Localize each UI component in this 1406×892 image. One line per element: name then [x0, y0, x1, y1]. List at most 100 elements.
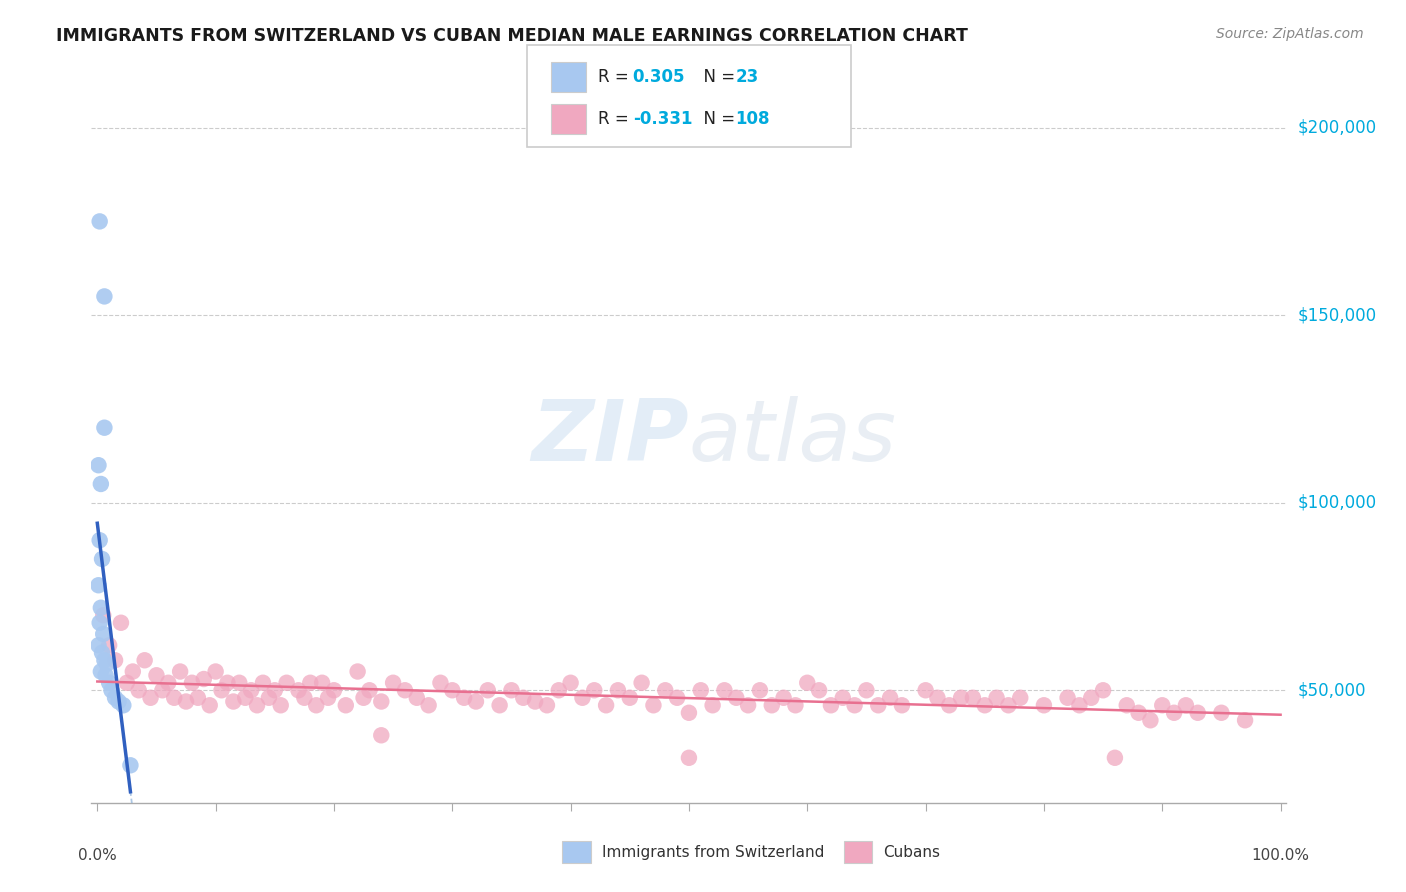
Point [316, 690, 339, 705]
Point [844, 698, 866, 713]
Point [713, 683, 735, 698]
Point [100, 683, 122, 698]
Point [512, 690, 534, 705]
Point [181, 675, 204, 690]
Point [94, 668, 117, 682]
Point [927, 690, 949, 705]
Point [139, 690, 162, 705]
Point [305, 698, 328, 713]
Point [761, 698, 783, 713]
Point [87, 578, 110, 592]
Text: R =: R = [598, 68, 634, 87]
Point [335, 698, 357, 713]
Text: Immigrants from Switzerland: Immigrants from Switzerland [602, 845, 824, 860]
Text: $50,000: $50,000 [1298, 681, 1367, 699]
Point [134, 653, 156, 667]
Point [150, 683, 173, 698]
Point [98, 638, 121, 652]
Point [198, 698, 221, 713]
Point [488, 698, 510, 713]
Text: -0.331: -0.331 [633, 111, 692, 128]
Point [91, 552, 114, 566]
Point [187, 690, 209, 705]
Point [110, 615, 132, 630]
Text: $200,000: $200,000 [1298, 119, 1376, 136]
Text: 0.0%: 0.0% [77, 847, 117, 863]
Point [405, 690, 427, 705]
Point [725, 690, 748, 705]
Point [87, 638, 110, 652]
Point [252, 675, 274, 690]
Point [1069, 698, 1091, 713]
Point [1174, 698, 1197, 713]
Point [453, 690, 475, 705]
Point [547, 683, 569, 698]
Point [292, 690, 315, 705]
Point [370, 694, 392, 708]
Point [157, 675, 180, 690]
Point [820, 698, 842, 713]
Point [204, 665, 226, 679]
Point [323, 683, 346, 698]
Text: 23: 23 [735, 68, 759, 87]
Point [868, 698, 890, 713]
Point [666, 690, 689, 705]
Point [772, 690, 794, 705]
Point [353, 690, 375, 705]
Point [571, 690, 593, 705]
Text: $100,000: $100,000 [1298, 494, 1376, 512]
Point [93, 289, 115, 303]
Point [89, 214, 111, 228]
Point [104, 690, 127, 705]
Point [89, 615, 111, 630]
Point [104, 653, 127, 667]
Point [1163, 706, 1185, 720]
Point [477, 683, 499, 698]
Point [346, 665, 368, 679]
Point [90, 600, 112, 615]
Point [808, 683, 831, 698]
Point [1234, 713, 1257, 727]
Point [311, 675, 333, 690]
Point [96, 657, 118, 671]
Text: Source: ZipAtlas.com: Source: ZipAtlas.com [1216, 27, 1364, 41]
Text: N =: N = [693, 68, 741, 87]
Point [91, 627, 114, 641]
Point [246, 698, 269, 713]
Text: ZIP: ZIP [531, 395, 689, 479]
Text: IMMIGRANTS FROM SWITZERLAND VS CUBAN MEDIAN MALE EARNINGS CORRELATION CHART: IMMIGRANTS FROM SWITZERLAND VS CUBAN MED… [56, 27, 969, 45]
Point [796, 675, 818, 690]
Point [986, 690, 1008, 705]
Point [1010, 690, 1032, 705]
Point [1056, 690, 1078, 705]
Point [93, 653, 115, 667]
Point [465, 694, 488, 708]
Point [962, 690, 984, 705]
Text: 108: 108 [735, 111, 770, 128]
Point [855, 683, 877, 698]
Point [174, 694, 197, 708]
Point [1128, 706, 1150, 720]
Point [619, 690, 641, 705]
Point [1211, 706, 1233, 720]
Point [441, 683, 464, 698]
Point [287, 683, 309, 698]
Point [950, 690, 973, 705]
Point [257, 690, 280, 705]
Point [689, 683, 711, 698]
Point [831, 690, 853, 705]
Point [607, 683, 630, 698]
Point [120, 758, 142, 772]
Text: 0.305: 0.305 [633, 68, 685, 87]
Point [1187, 706, 1209, 720]
Point [785, 698, 807, 713]
Point [429, 675, 451, 690]
Point [997, 698, 1019, 713]
Point [240, 683, 263, 698]
Point [1032, 698, 1054, 713]
Point [501, 683, 523, 698]
Point [193, 672, 215, 686]
Text: N =: N = [693, 111, 741, 128]
Point [654, 683, 676, 698]
Point [299, 675, 322, 690]
